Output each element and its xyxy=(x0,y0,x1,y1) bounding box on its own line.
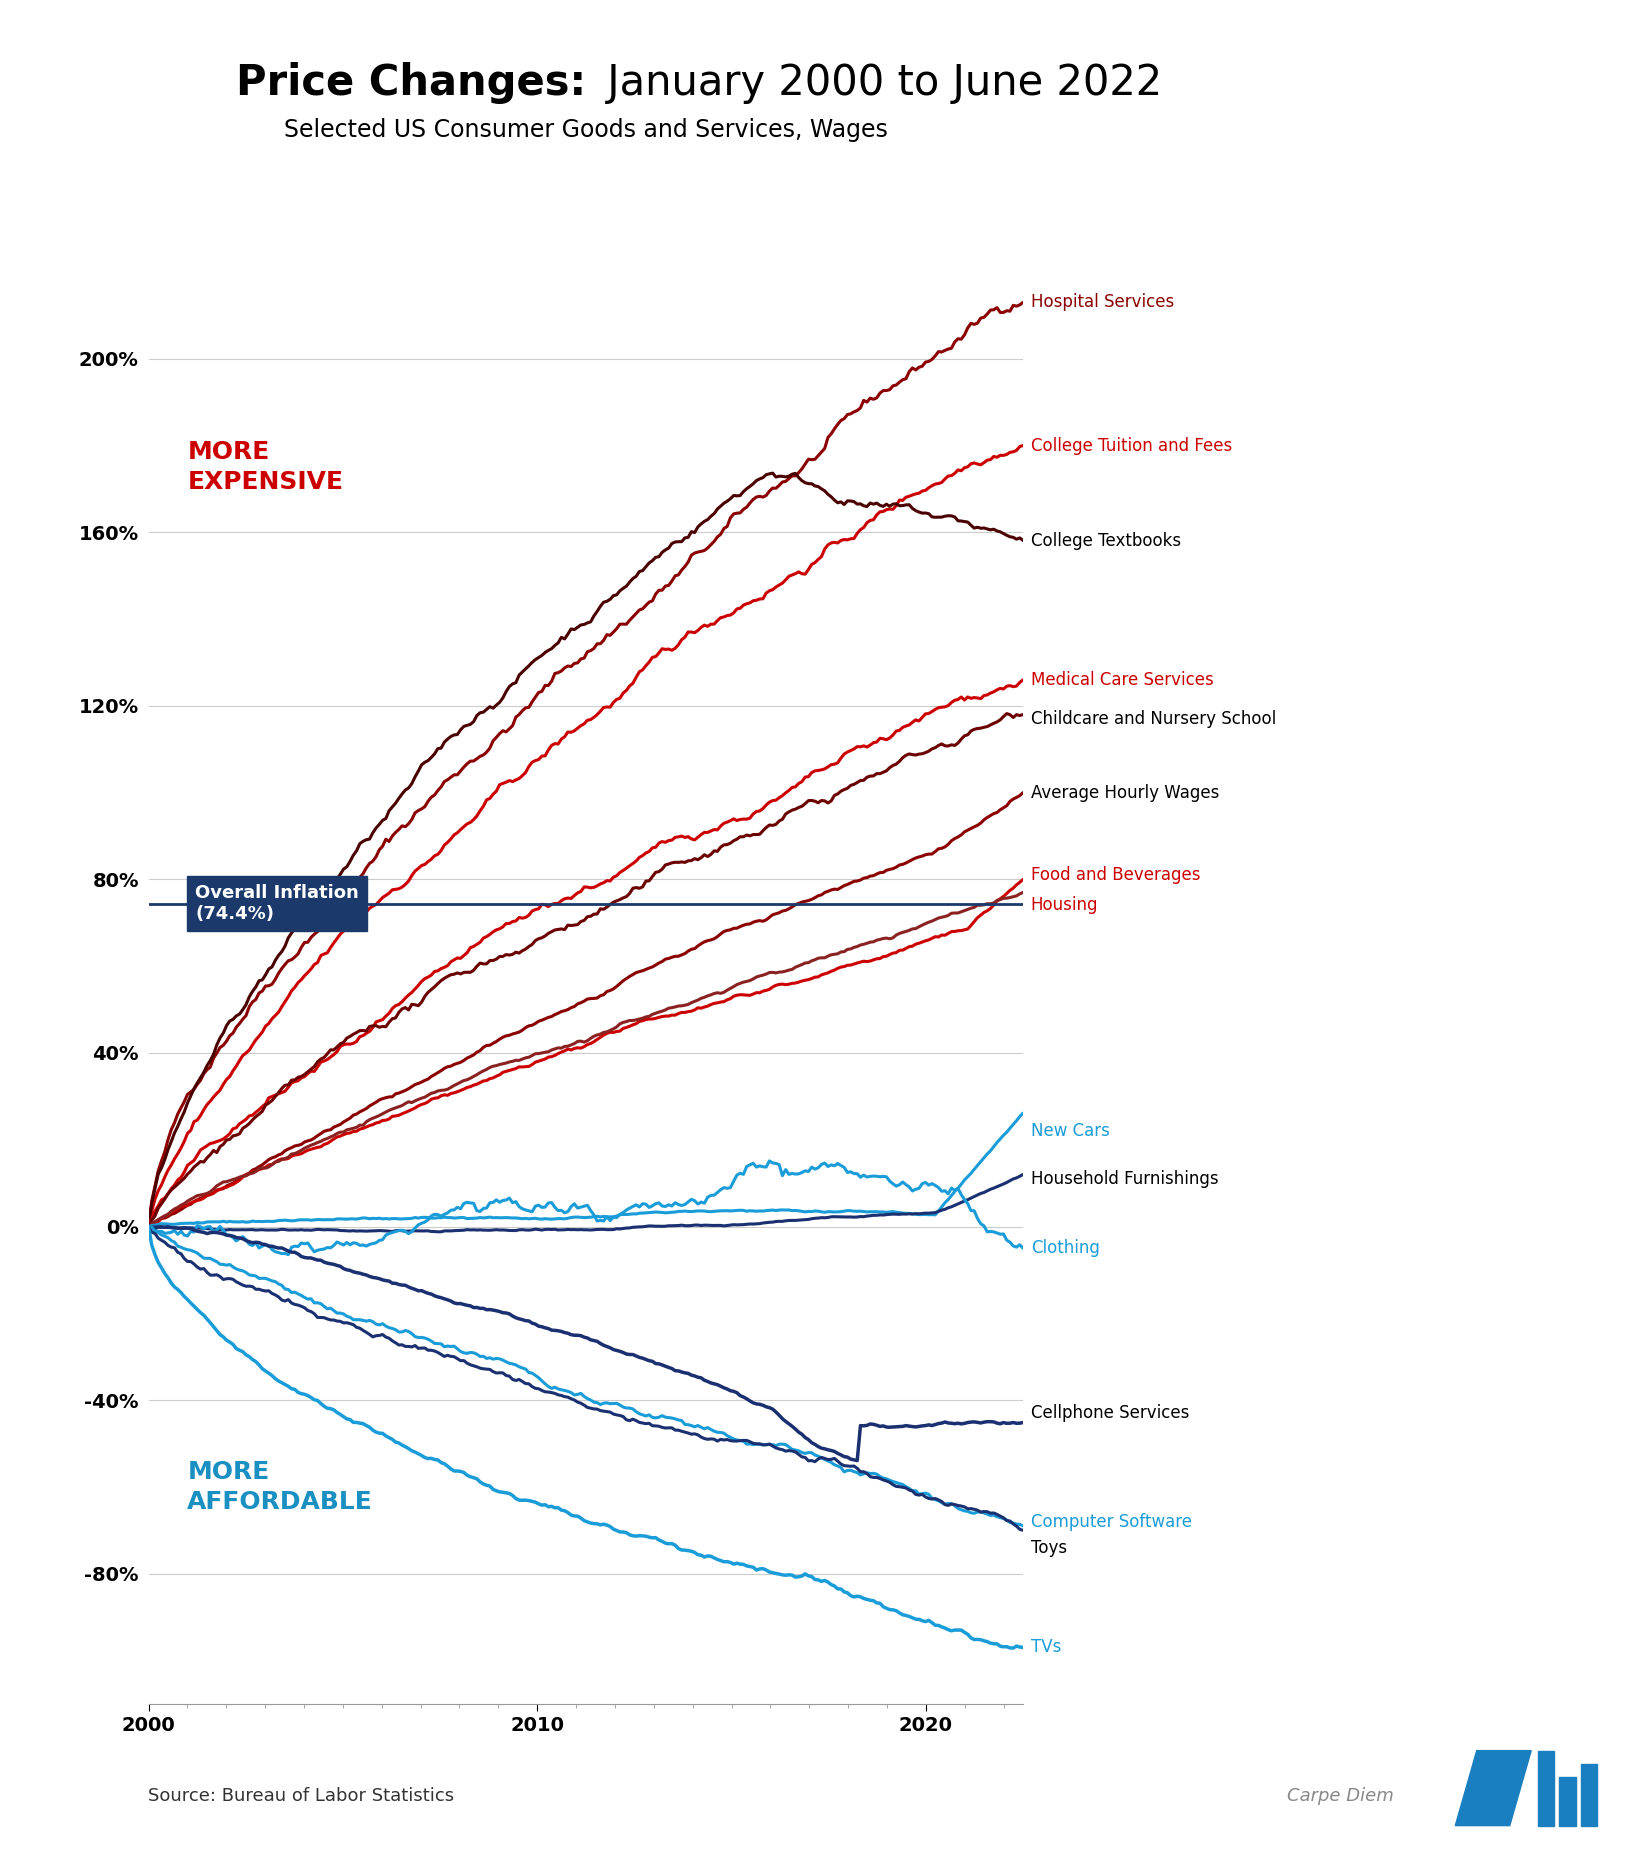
Text: New Cars: New Cars xyxy=(1031,1122,1110,1141)
Text: Housing: Housing xyxy=(1031,896,1099,915)
Text: Source: Bureau of Labor Statistics: Source: Bureau of Labor Statistics xyxy=(148,1787,455,1806)
Text: Cellphone Services: Cellphone Services xyxy=(1031,1404,1190,1422)
Text: Average Hourly Wages: Average Hourly Wages xyxy=(1031,783,1219,802)
Polygon shape xyxy=(1455,1750,1531,1826)
Text: Household Furnishings: Household Furnishings xyxy=(1031,1170,1218,1187)
Text: MORE
AFFORDABLE: MORE AFFORDABLE xyxy=(188,1459,373,1513)
Text: Hospital Services: Hospital Services xyxy=(1031,293,1175,311)
Text: Childcare and Nursery School: Childcare and Nursery School xyxy=(1031,709,1275,728)
Text: Overall Inflation
(74.4%): Overall Inflation (74.4%) xyxy=(195,885,360,922)
Bar xyxy=(1581,1765,1597,1826)
Text: MORE
EXPENSIVE: MORE EXPENSIVE xyxy=(188,441,343,494)
Text: Clothing: Clothing xyxy=(1031,1239,1099,1258)
Text: College Tuition and Fees: College Tuition and Fees xyxy=(1031,437,1233,454)
Text: College Textbooks: College Textbooks xyxy=(1031,532,1181,550)
Text: Toys: Toys xyxy=(1031,1539,1068,1558)
Bar xyxy=(1559,1776,1576,1826)
Text: Selected US Consumer Goods and Services, Wages: Selected US Consumer Goods and Services,… xyxy=(284,119,888,141)
Text: Price Changes:: Price Changes: xyxy=(236,63,586,104)
Text: TVs: TVs xyxy=(1031,1639,1061,1656)
Text: January 2000 to June 2022: January 2000 to June 2022 xyxy=(594,63,1162,104)
Text: Medical Care Services: Medical Care Services xyxy=(1031,670,1213,689)
Text: Carpe Diem: Carpe Diem xyxy=(1287,1787,1394,1806)
Text: Food and Beverages: Food and Beverages xyxy=(1031,867,1200,883)
Bar xyxy=(1538,1750,1554,1826)
Text: Computer Software: Computer Software xyxy=(1031,1513,1191,1530)
